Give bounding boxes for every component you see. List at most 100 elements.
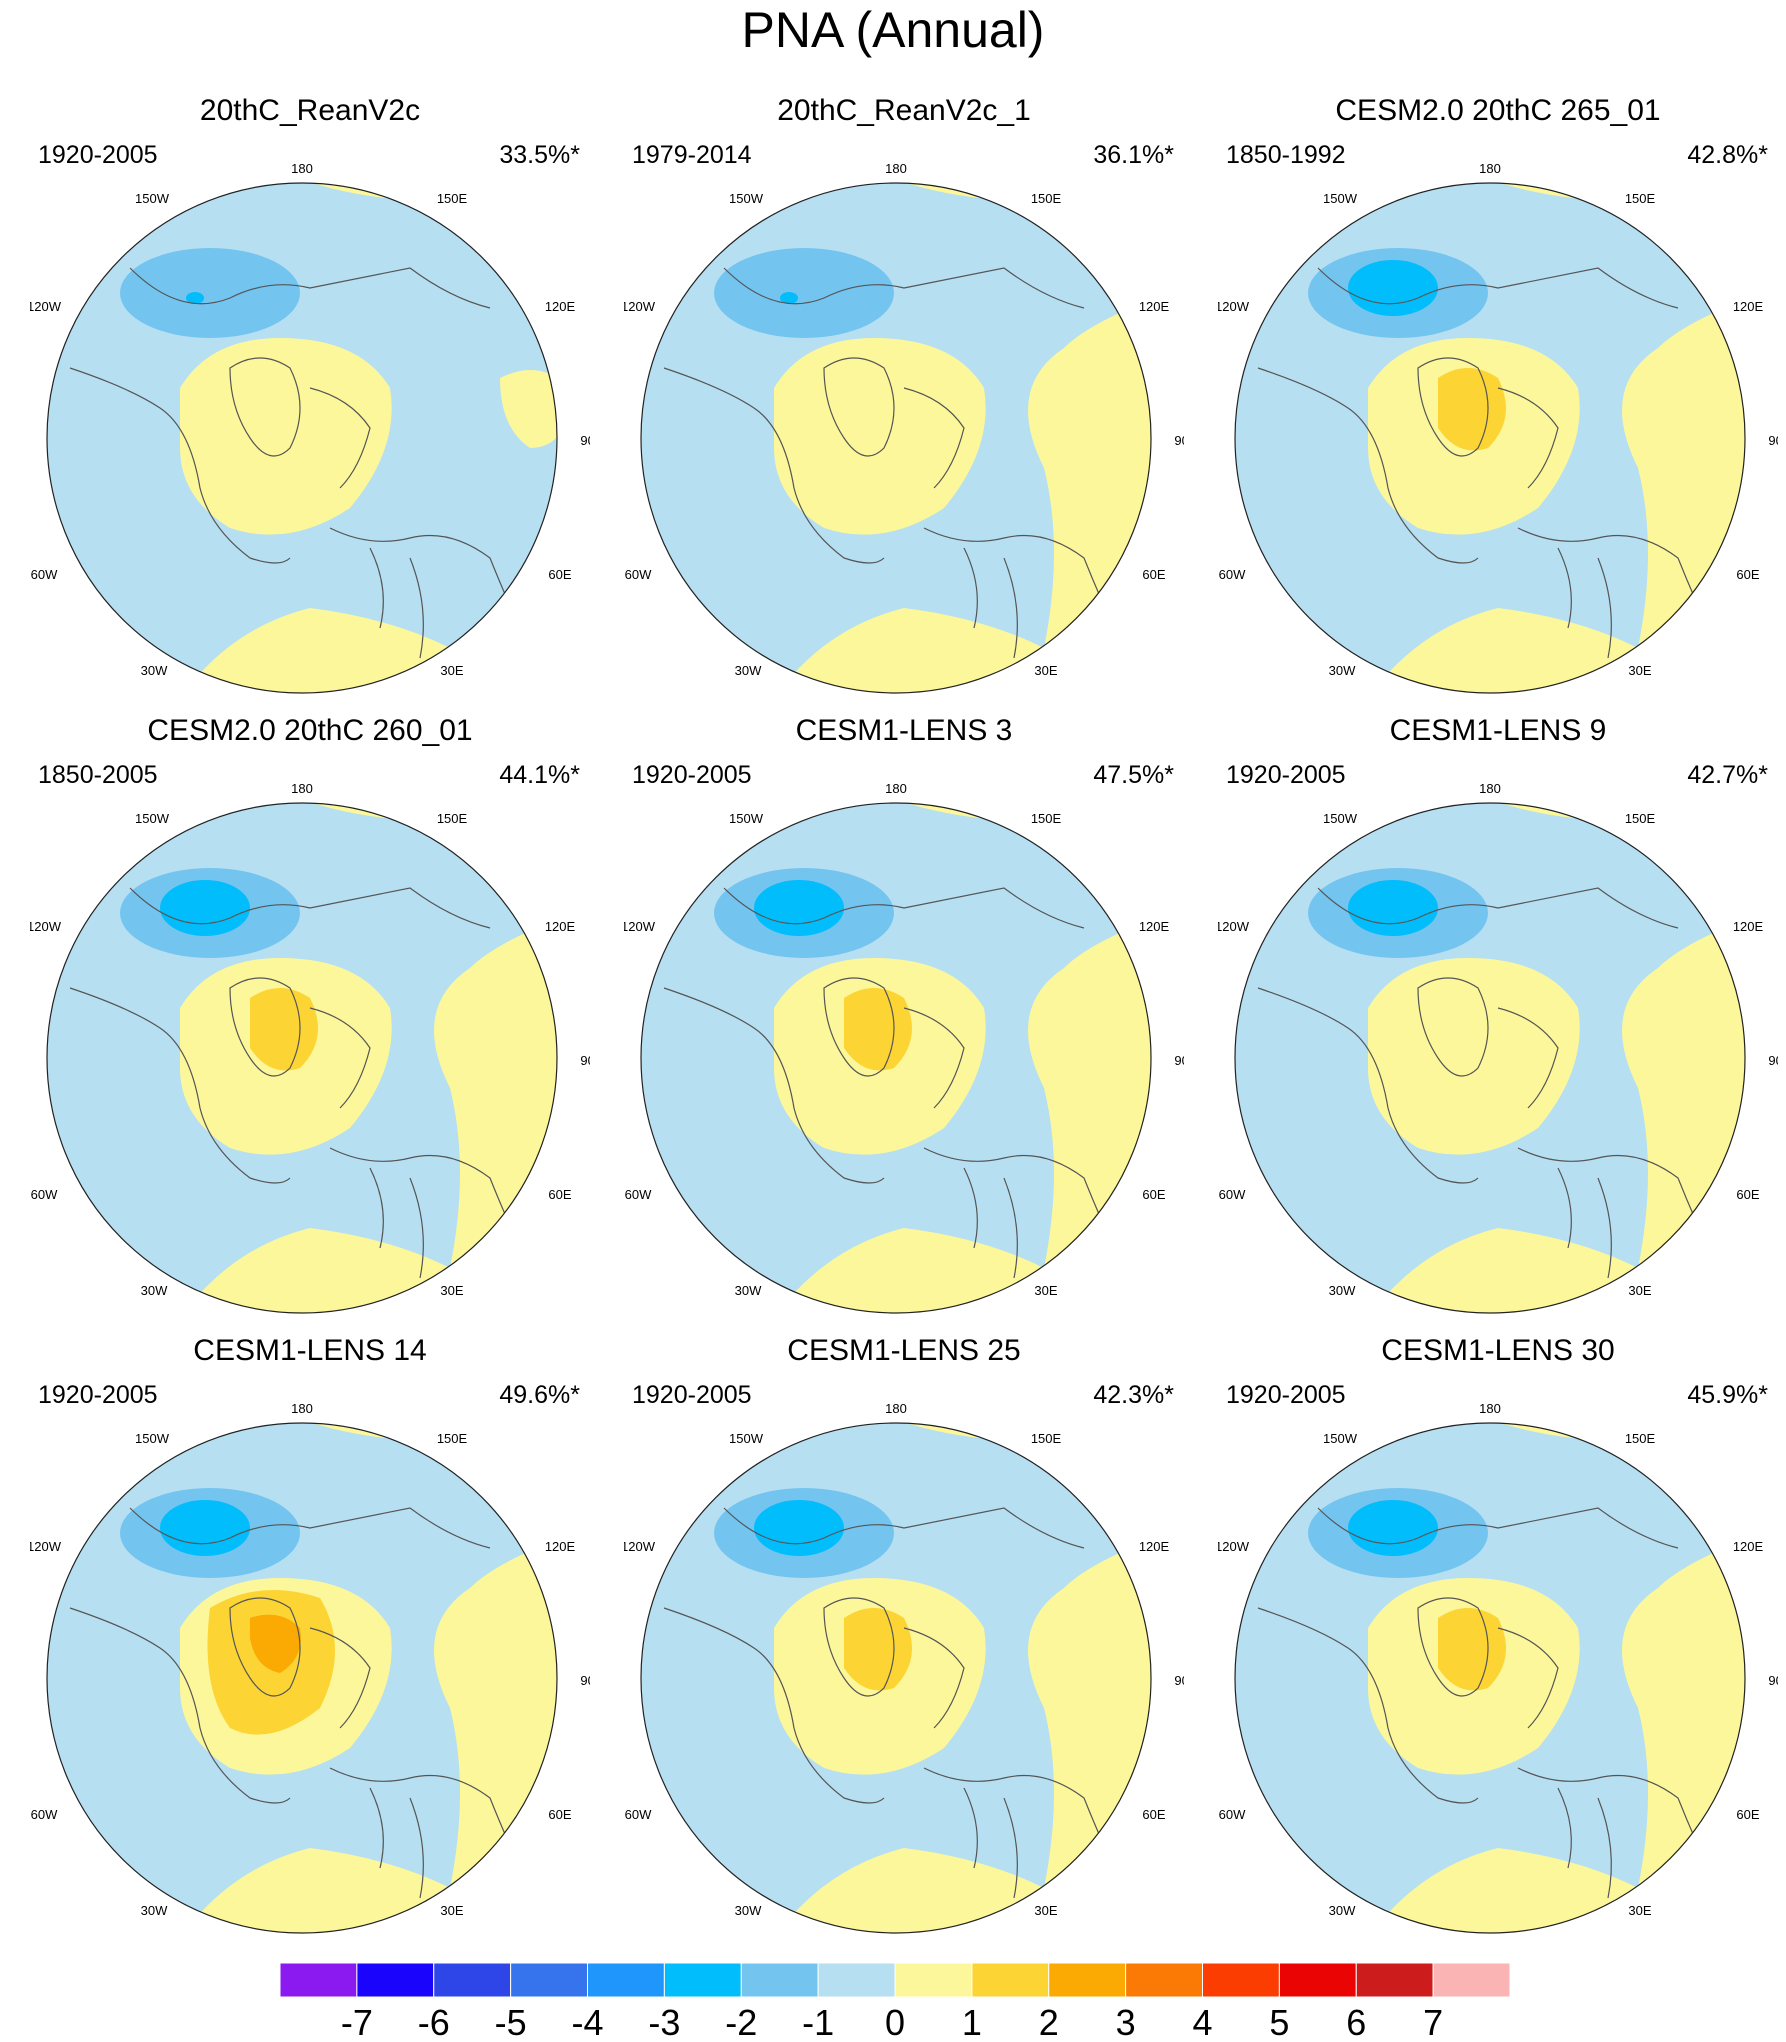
map-boundary [1234,1422,1746,1934]
contour-fill-negative [714,248,894,338]
panel-period: 1850-1992 [1226,141,1346,169]
colorbar-label: -4 [571,2002,603,2042]
colorbar-swatch [1278,1962,1357,1998]
colorbar-swatch [1048,1962,1127,1998]
longitude-label: 30E [1034,663,1057,678]
contour-fill-positive [1368,1848,1638,1933]
longitude-label: 30E [440,1283,463,1298]
longitude-label: 30W [141,1903,168,1918]
longitude-label: 180 [885,1401,907,1416]
longitude-label: 60E [548,1807,571,1822]
panel-variance-pct: 42.7%* [1687,761,1768,789]
panel-title: CESM1-LENS 3 [795,714,1013,747]
colorbar-swatch [740,1962,819,1998]
panel-period: 1920-2005 [1226,1381,1346,1409]
longitude-label: 120W [1218,1539,1250,1554]
panel-variance-pct: 47.5%* [1093,761,1174,789]
longitude-label: 30E [440,1903,463,1918]
longitude-label: 180 [1479,781,1501,796]
longitude-label: 150E [437,191,468,206]
contour-fill-positive [180,338,392,535]
coastlines [69,887,531,1279]
longitude-label: 60W [1219,1807,1246,1822]
contour-fill-negative [1348,880,1438,936]
longitude-label: 120W [30,299,62,314]
colorbar-label: -3 [648,2002,680,2042]
longitude-label: 120E [1733,919,1764,934]
contour-fill-negative [1348,260,1438,316]
longitude-label: 90E [1174,433,1184,448]
longitude-label: 60W [31,1187,58,1202]
longitude-label: 60W [1219,567,1246,582]
colorbar-label: 1 [962,2002,982,2042]
panel-title: 20thC_ReanV2c [199,94,421,127]
longitude-label: 30W [1329,1903,1356,1918]
longitude-label: 150W [135,191,170,206]
map-boundary [46,1422,558,1934]
contour-fill-positive [180,1228,450,1313]
longitude-label: 120E [1139,919,1170,934]
colorbar-swatch [587,1962,665,1998]
contour-fill-positive [1368,958,1580,1155]
longitude-label: 60E [1736,1187,1759,1202]
panel-title: 20thC_ReanV2c_1 [777,94,1031,127]
map-panel: 180150W150E120W120E90W90E60W60E30W30E0CE… [624,1328,1184,1938]
colorbar-swatch [894,1962,973,1998]
contour-fill-negative [186,292,204,304]
colorbar-label: -6 [418,2002,450,2042]
colorbar-label: 5 [1269,2002,1289,2042]
colorbar-label: -2 [725,2002,757,2042]
longitude-label: 30W [141,1283,168,1298]
colorbar-swatch [356,1962,435,1998]
longitude-label: 150W [135,1431,170,1446]
longitude-label: 90E [1768,1053,1778,1068]
longitude-label: 150W [135,811,170,826]
map-boundary [1234,182,1746,694]
panel-title: CESM1-LENS 14 [193,1334,427,1367]
polar-map: 180150W150E120W120E90W90E60W60E30W30E0 [624,161,1184,694]
longitude-label: 30E [1628,663,1651,678]
map-boundary [640,1422,1152,1934]
colorbar-label: 0 [885,2002,905,2042]
map-panel: 180150W150E120W120E90W90E60W60E30W30E0CE… [1218,88,1778,698]
contour-fill-positive [1438,1608,1506,1691]
panel-period: 1920-2005 [632,761,752,789]
contour-fill-positive [250,988,318,1071]
panel-title: CESM1-LENS 25 [787,1334,1021,1367]
panel-period: 1920-2005 [38,141,158,169]
contour-fill-negative [120,248,300,338]
longitude-label: 60E [548,1187,571,1202]
contour-fill-positive [774,1848,1044,1933]
panel-variance-pct: 42.8%* [1687,141,1768,169]
longitude-label: 90E [580,1053,590,1068]
panel-variance-pct: 42.3%* [1093,1381,1174,1409]
longitude-label: 30E [1628,1903,1651,1918]
map-panel: 180150W150E120W120E90W90E60W60E30W30E0CE… [30,1328,590,1938]
map-panel: 180150W150E120W120E90W90E60W60E30W30E0CE… [1218,708,1778,1318]
longitude-label: 30E [1034,1283,1057,1298]
colorbar-swatch [1125,1962,1203,1998]
longitude-label: 60E [1736,567,1759,582]
colorbar-label: 2 [1039,2002,1059,2042]
longitude-label: 60W [31,567,58,582]
map-boundary [46,802,558,1314]
polar-map: 180150W150E120W120E90W90E60W60E30W30E0 [1218,161,1778,694]
longitude-label: 180 [1479,161,1501,176]
longitude-label: 60W [625,1807,652,1822]
longitude-label: 60W [625,1187,652,1202]
contour-fill-positive [1368,1228,1638,1313]
colorbar-swatch [971,1962,1050,1998]
contour-fill-positive [180,1848,450,1933]
contour-fill-positive [774,338,986,535]
contour-fill-negative [1348,1500,1438,1556]
polar-map: 180150W150E120W120E90W90E60W60E30W30E0 [624,1401,1184,1934]
panel-period: 1920-2005 [632,1381,752,1409]
longitude-label: 120E [1733,299,1764,314]
longitude-label: 90E [1174,1673,1184,1688]
longitude-label: 150E [1625,191,1656,206]
contour-fill-positive [180,608,450,693]
contour-fill-positive [844,1608,912,1691]
panel-variance-pct: 36.1%* [1093,141,1174,169]
longitude-label: 90E [1174,1053,1184,1068]
polar-map: 180150W150E120W120E90W90E60W60E30W30E0 [624,781,1184,1314]
